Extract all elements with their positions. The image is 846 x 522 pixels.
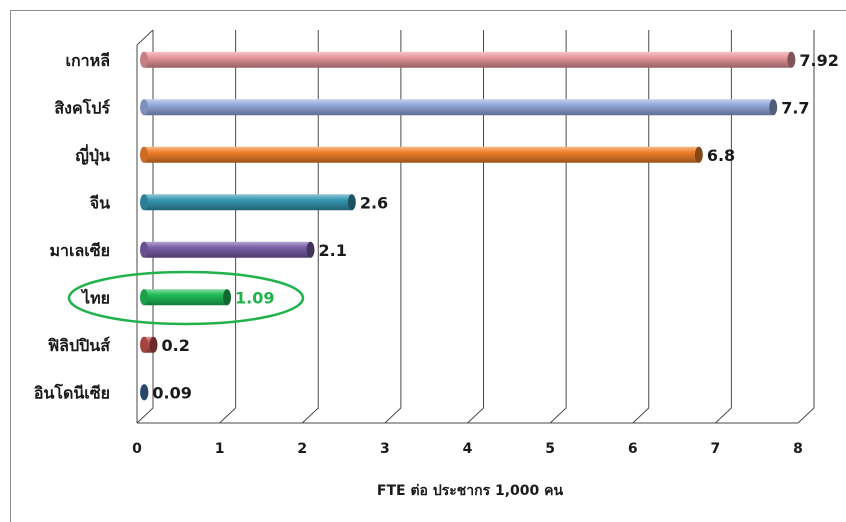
value-label: 0.09 <box>152 383 191 402</box>
bar-body <box>144 146 699 163</box>
bar-body <box>144 99 774 116</box>
value-label: 1.09 <box>235 288 274 307</box>
category-label: สิงคโปร์ <box>54 97 110 117</box>
bar-body <box>144 336 154 353</box>
gridline-floor <box>301 407 319 424</box>
bar-end-cap <box>149 336 158 353</box>
value-label: 2.6 <box>360 193 388 212</box>
bar-body <box>144 289 228 306</box>
bar-start-cap <box>140 241 148 258</box>
bar-start-cap <box>140 289 148 306</box>
value-label: 0.2 <box>162 336 190 355</box>
category-label: ไทย <box>80 288 110 307</box>
bar-end-cap <box>769 99 778 116</box>
bar-end-cap <box>694 146 703 163</box>
x-tick-label: 0 <box>132 441 142 457</box>
bar <box>140 241 315 258</box>
wall-edge <box>136 29 154 46</box>
bar <box>140 146 703 163</box>
bar <box>140 289 232 306</box>
x-tick-label: 5 <box>545 441 555 457</box>
bar-end-cap <box>787 51 796 68</box>
bar <box>140 336 158 353</box>
x-axis-label: FTE ต่อ ประชากร 1,000 คน <box>377 483 564 499</box>
value-label: 7.92 <box>799 51 838 70</box>
category-label: ฟิลิปปินส์ <box>47 336 110 355</box>
value-label: 2.1 <box>319 241 347 260</box>
gridline-floor <box>632 407 650 424</box>
bar <box>140 194 356 211</box>
bar <box>140 51 796 68</box>
x-tick-labels: 0 1 2 3 4 5 6 7 8 <box>132 441 803 457</box>
bar <box>140 384 149 401</box>
bar-start-cap <box>140 51 148 68</box>
bar-start-cap <box>140 146 148 163</box>
category-label: อินโดนีเซีย <box>33 382 110 402</box>
x-tick-label: 3 <box>380 441 390 457</box>
value-label: 7.7 <box>781 98 809 117</box>
gridline-floor <box>797 407 815 424</box>
x-tick-label: 2 <box>297 441 307 457</box>
gridline-floor <box>715 407 732 424</box>
gridline-floor <box>136 407 154 424</box>
gridline-floor <box>219 407 236 424</box>
highlight-ellipse <box>67 270 305 326</box>
x-tick-label: 4 <box>463 441 473 457</box>
category-label: มาเลเซีย <box>49 241 110 260</box>
bar-start-cap <box>140 336 148 353</box>
value-labels: 7.92 7.7 6.8 2.6 2.1 1.09 0.2 0.09 <box>152 51 838 403</box>
bar-end-cap <box>140 384 149 401</box>
category-label: จีน <box>89 193 110 212</box>
bar-start-cap <box>140 194 148 211</box>
bar <box>140 99 778 116</box>
bar-end-cap <box>347 194 356 211</box>
gridlines <box>136 29 815 424</box>
category-labels: เกาหลีสิงคโปร์ญี่ปุ่นจีนมาเลเซียไทยฟิลิป… <box>33 51 110 403</box>
x-tick-label: 6 <box>628 441 638 457</box>
gridline-floor <box>384 407 402 424</box>
bar-start-cap <box>140 99 148 116</box>
category-label: ญี่ปุ่น <box>75 144 110 166</box>
bar-end-cap <box>306 241 315 258</box>
value-label: 6.8 <box>707 146 735 165</box>
x-tick-label: 1 <box>215 441 225 457</box>
x-tick-label: 7 <box>711 441 721 457</box>
gridline-floor <box>467 407 484 424</box>
gridline-floor <box>549 407 567 424</box>
bars <box>140 51 796 401</box>
bar-end-cap <box>223 289 232 306</box>
x-tick-label: 8 <box>793 441 803 457</box>
bar-body <box>144 194 352 211</box>
bar-body <box>144 51 792 68</box>
chart-frame <box>10 10 846 522</box>
bar-body <box>144 241 311 258</box>
category-label: เกาหลี <box>66 51 111 70</box>
